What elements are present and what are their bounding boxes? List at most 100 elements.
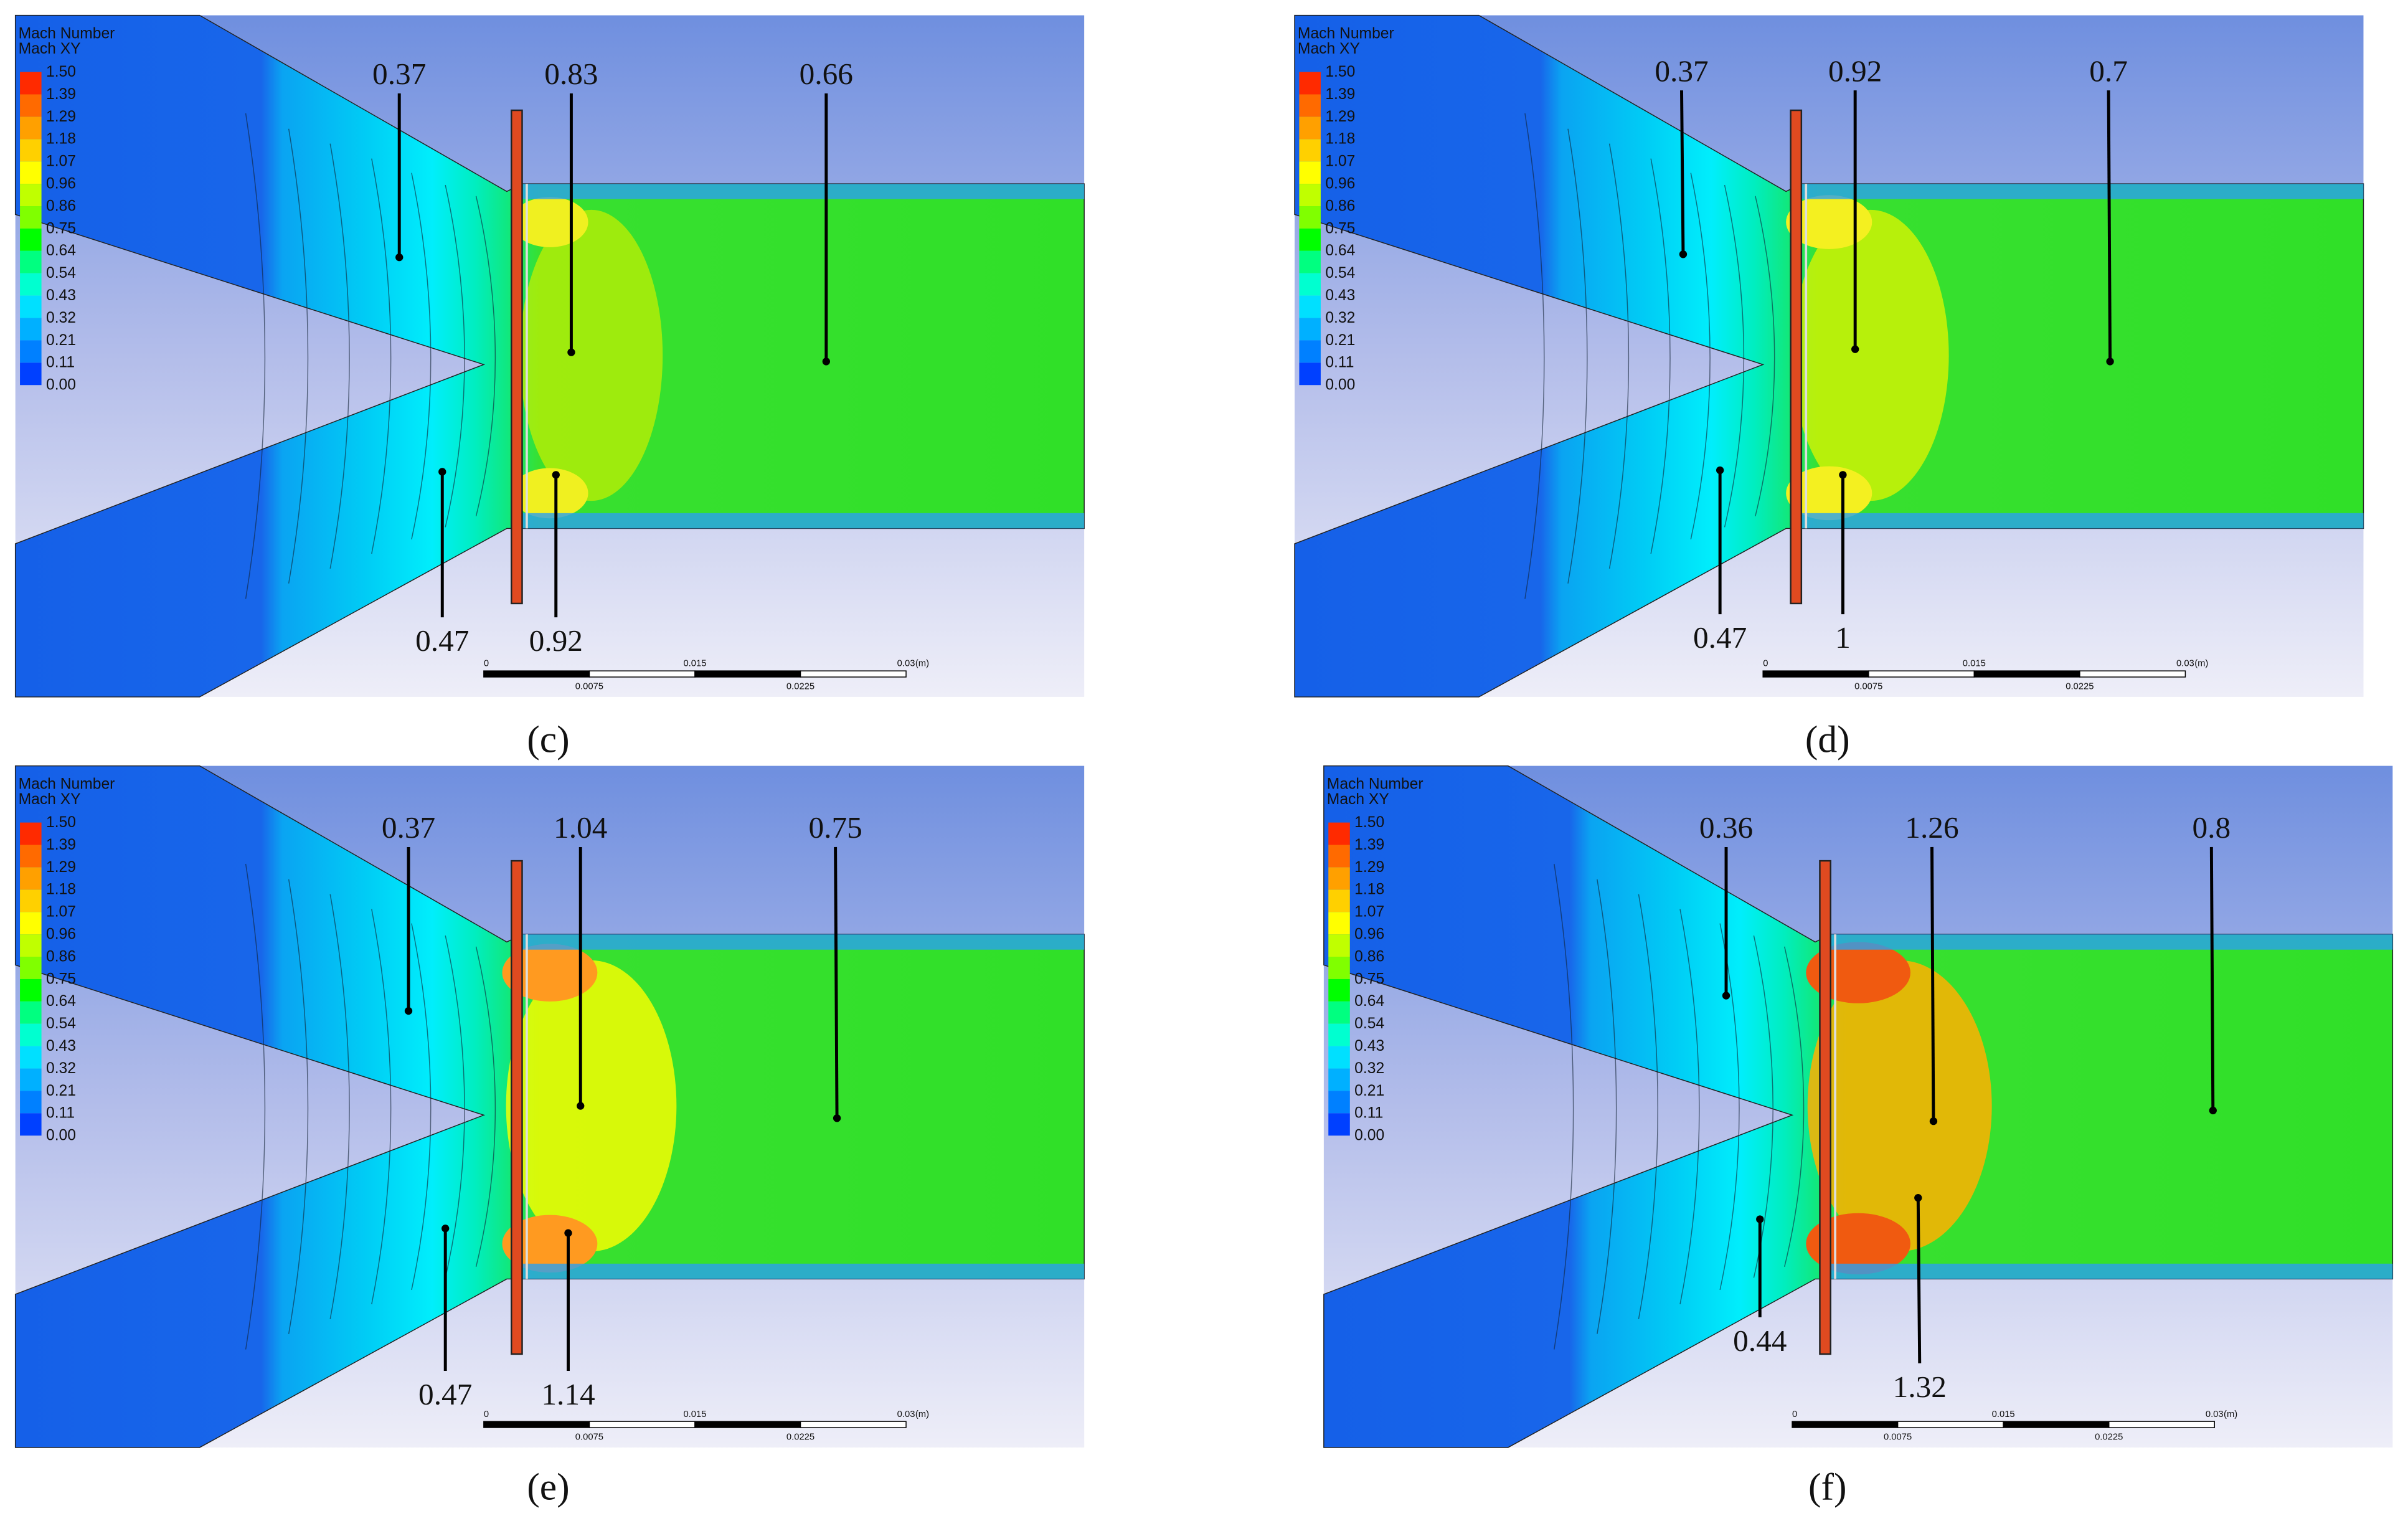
legend-swatch xyxy=(20,867,42,890)
legend-level: 1.50 xyxy=(1325,64,1355,80)
scale-label: 0 xyxy=(484,659,489,669)
hot-spot xyxy=(1786,466,1872,521)
legend-level: 0.54 xyxy=(1325,265,1355,282)
scale-label: 0.015 xyxy=(683,1410,706,1419)
legend-level: 0.32 xyxy=(1354,1060,1384,1077)
leader-dot xyxy=(1851,345,1859,353)
leader-dot xyxy=(2106,358,2114,366)
legend-swatch xyxy=(20,912,42,935)
legend-swatch xyxy=(20,957,42,979)
legend-swatch xyxy=(20,184,42,207)
legend-level: 0.75 xyxy=(1354,970,1384,987)
legend-level: 1.50 xyxy=(1354,814,1384,831)
legend-swatch xyxy=(1299,139,1321,162)
legend-title: Mach Number xyxy=(1327,776,1424,793)
legend-swatch xyxy=(1328,845,1350,868)
annotation: 1.14 xyxy=(541,1377,595,1411)
scale-segment xyxy=(1897,1421,2004,1428)
scale-segment xyxy=(694,670,801,678)
legend-swatch xyxy=(20,889,42,912)
contour-line xyxy=(475,946,496,1267)
hot-region xyxy=(1792,209,1949,501)
legend-level: 0.75 xyxy=(46,970,76,987)
legend-level: 0.00 xyxy=(1325,377,1355,394)
scale-segment xyxy=(588,670,696,678)
scale-label: 0 xyxy=(1763,659,1768,669)
leader-dot xyxy=(1722,992,1730,1000)
legend-level: 0.75 xyxy=(1325,220,1355,237)
hot-spot xyxy=(1786,195,1872,249)
annotation: 0.75 xyxy=(808,810,862,845)
annotation: 0.83 xyxy=(544,57,598,91)
legend-level: 0.43 xyxy=(1354,1038,1384,1054)
hot-region xyxy=(519,209,663,501)
panel-label: (f) xyxy=(1808,1466,1847,1509)
legend-level: 1.07 xyxy=(1325,153,1355,170)
plate xyxy=(1790,109,1803,605)
legend-swatch xyxy=(1299,206,1321,229)
wall-layer xyxy=(522,934,1085,950)
contour-line xyxy=(1524,113,1545,599)
legend-level: 0.86 xyxy=(46,948,76,965)
leader-dot xyxy=(552,471,560,479)
panel-label: (e) xyxy=(527,1466,569,1509)
contour-line xyxy=(1755,196,1775,516)
legend-title: Mach Number xyxy=(1298,26,1394,42)
legend-level: 1.18 xyxy=(1325,131,1355,148)
scale-label: 0.0075 xyxy=(575,682,603,692)
contour-line xyxy=(445,935,465,1278)
scale-label: 0.0225 xyxy=(2066,682,2094,692)
legend-level: 0.32 xyxy=(46,1060,76,1077)
legend-swatch xyxy=(20,1046,42,1069)
legend-swatch xyxy=(1299,273,1321,296)
panel-label: (d) xyxy=(1805,719,1850,761)
annotation: 1.04 xyxy=(554,810,607,845)
legend-swatch xyxy=(1299,94,1321,117)
legend-swatch xyxy=(20,116,42,140)
legend-swatch xyxy=(1299,318,1321,341)
scale-label: 0.015 xyxy=(1992,1410,2015,1419)
leader-dot xyxy=(833,1114,841,1122)
legend-swatch xyxy=(1328,867,1350,890)
plate xyxy=(1819,860,1831,1355)
leader-dot xyxy=(1679,250,1688,258)
legend-level: 0.00 xyxy=(46,377,76,394)
annotation: 1.26 xyxy=(1905,810,1958,845)
legend-subtitle: Mach XY xyxy=(1327,791,1389,808)
legend-level: 0.43 xyxy=(46,1038,76,1054)
legend-level: 1.29 xyxy=(1354,859,1384,876)
scale-label: 0 xyxy=(484,1410,489,1419)
scale-label: 0.015 xyxy=(1963,659,1986,669)
legend-swatch xyxy=(1328,1091,1350,1114)
legend-level: 0.86 xyxy=(1325,197,1355,214)
scale-unit: (m) xyxy=(2194,659,2208,669)
legend-level: 0.21 xyxy=(1354,1083,1384,1099)
contour-line xyxy=(1719,923,1740,1291)
contour-line xyxy=(411,173,432,540)
leader-dot xyxy=(2209,1106,2217,1115)
legend-level: 0.32 xyxy=(1325,310,1355,326)
contour-line xyxy=(1638,894,1658,1320)
contour-line xyxy=(371,909,392,1305)
legend-level: 1.29 xyxy=(46,108,76,125)
scale-label: 0.03 xyxy=(2206,1410,2224,1419)
legend-level: 0.43 xyxy=(46,287,76,304)
legend-subtitle: Mach XY xyxy=(19,791,81,808)
scale-label: 0.0225 xyxy=(786,682,814,692)
scale-segment xyxy=(588,1421,696,1428)
legend-swatch xyxy=(20,228,42,251)
legend-level: 1.29 xyxy=(46,859,76,876)
scale-segment xyxy=(2003,1421,2110,1428)
legend-swatch xyxy=(20,1091,42,1114)
legend-level: 1.50 xyxy=(46,814,76,831)
legend-swatch xyxy=(1299,161,1321,184)
legend-swatch xyxy=(1299,184,1321,207)
leader-dot xyxy=(1914,1193,1922,1202)
legend-swatch xyxy=(20,94,42,117)
contour-line xyxy=(288,879,309,1334)
contour-line xyxy=(1690,173,1711,540)
leader-line xyxy=(1680,90,1685,255)
legend-level: 0.00 xyxy=(46,1127,76,1144)
